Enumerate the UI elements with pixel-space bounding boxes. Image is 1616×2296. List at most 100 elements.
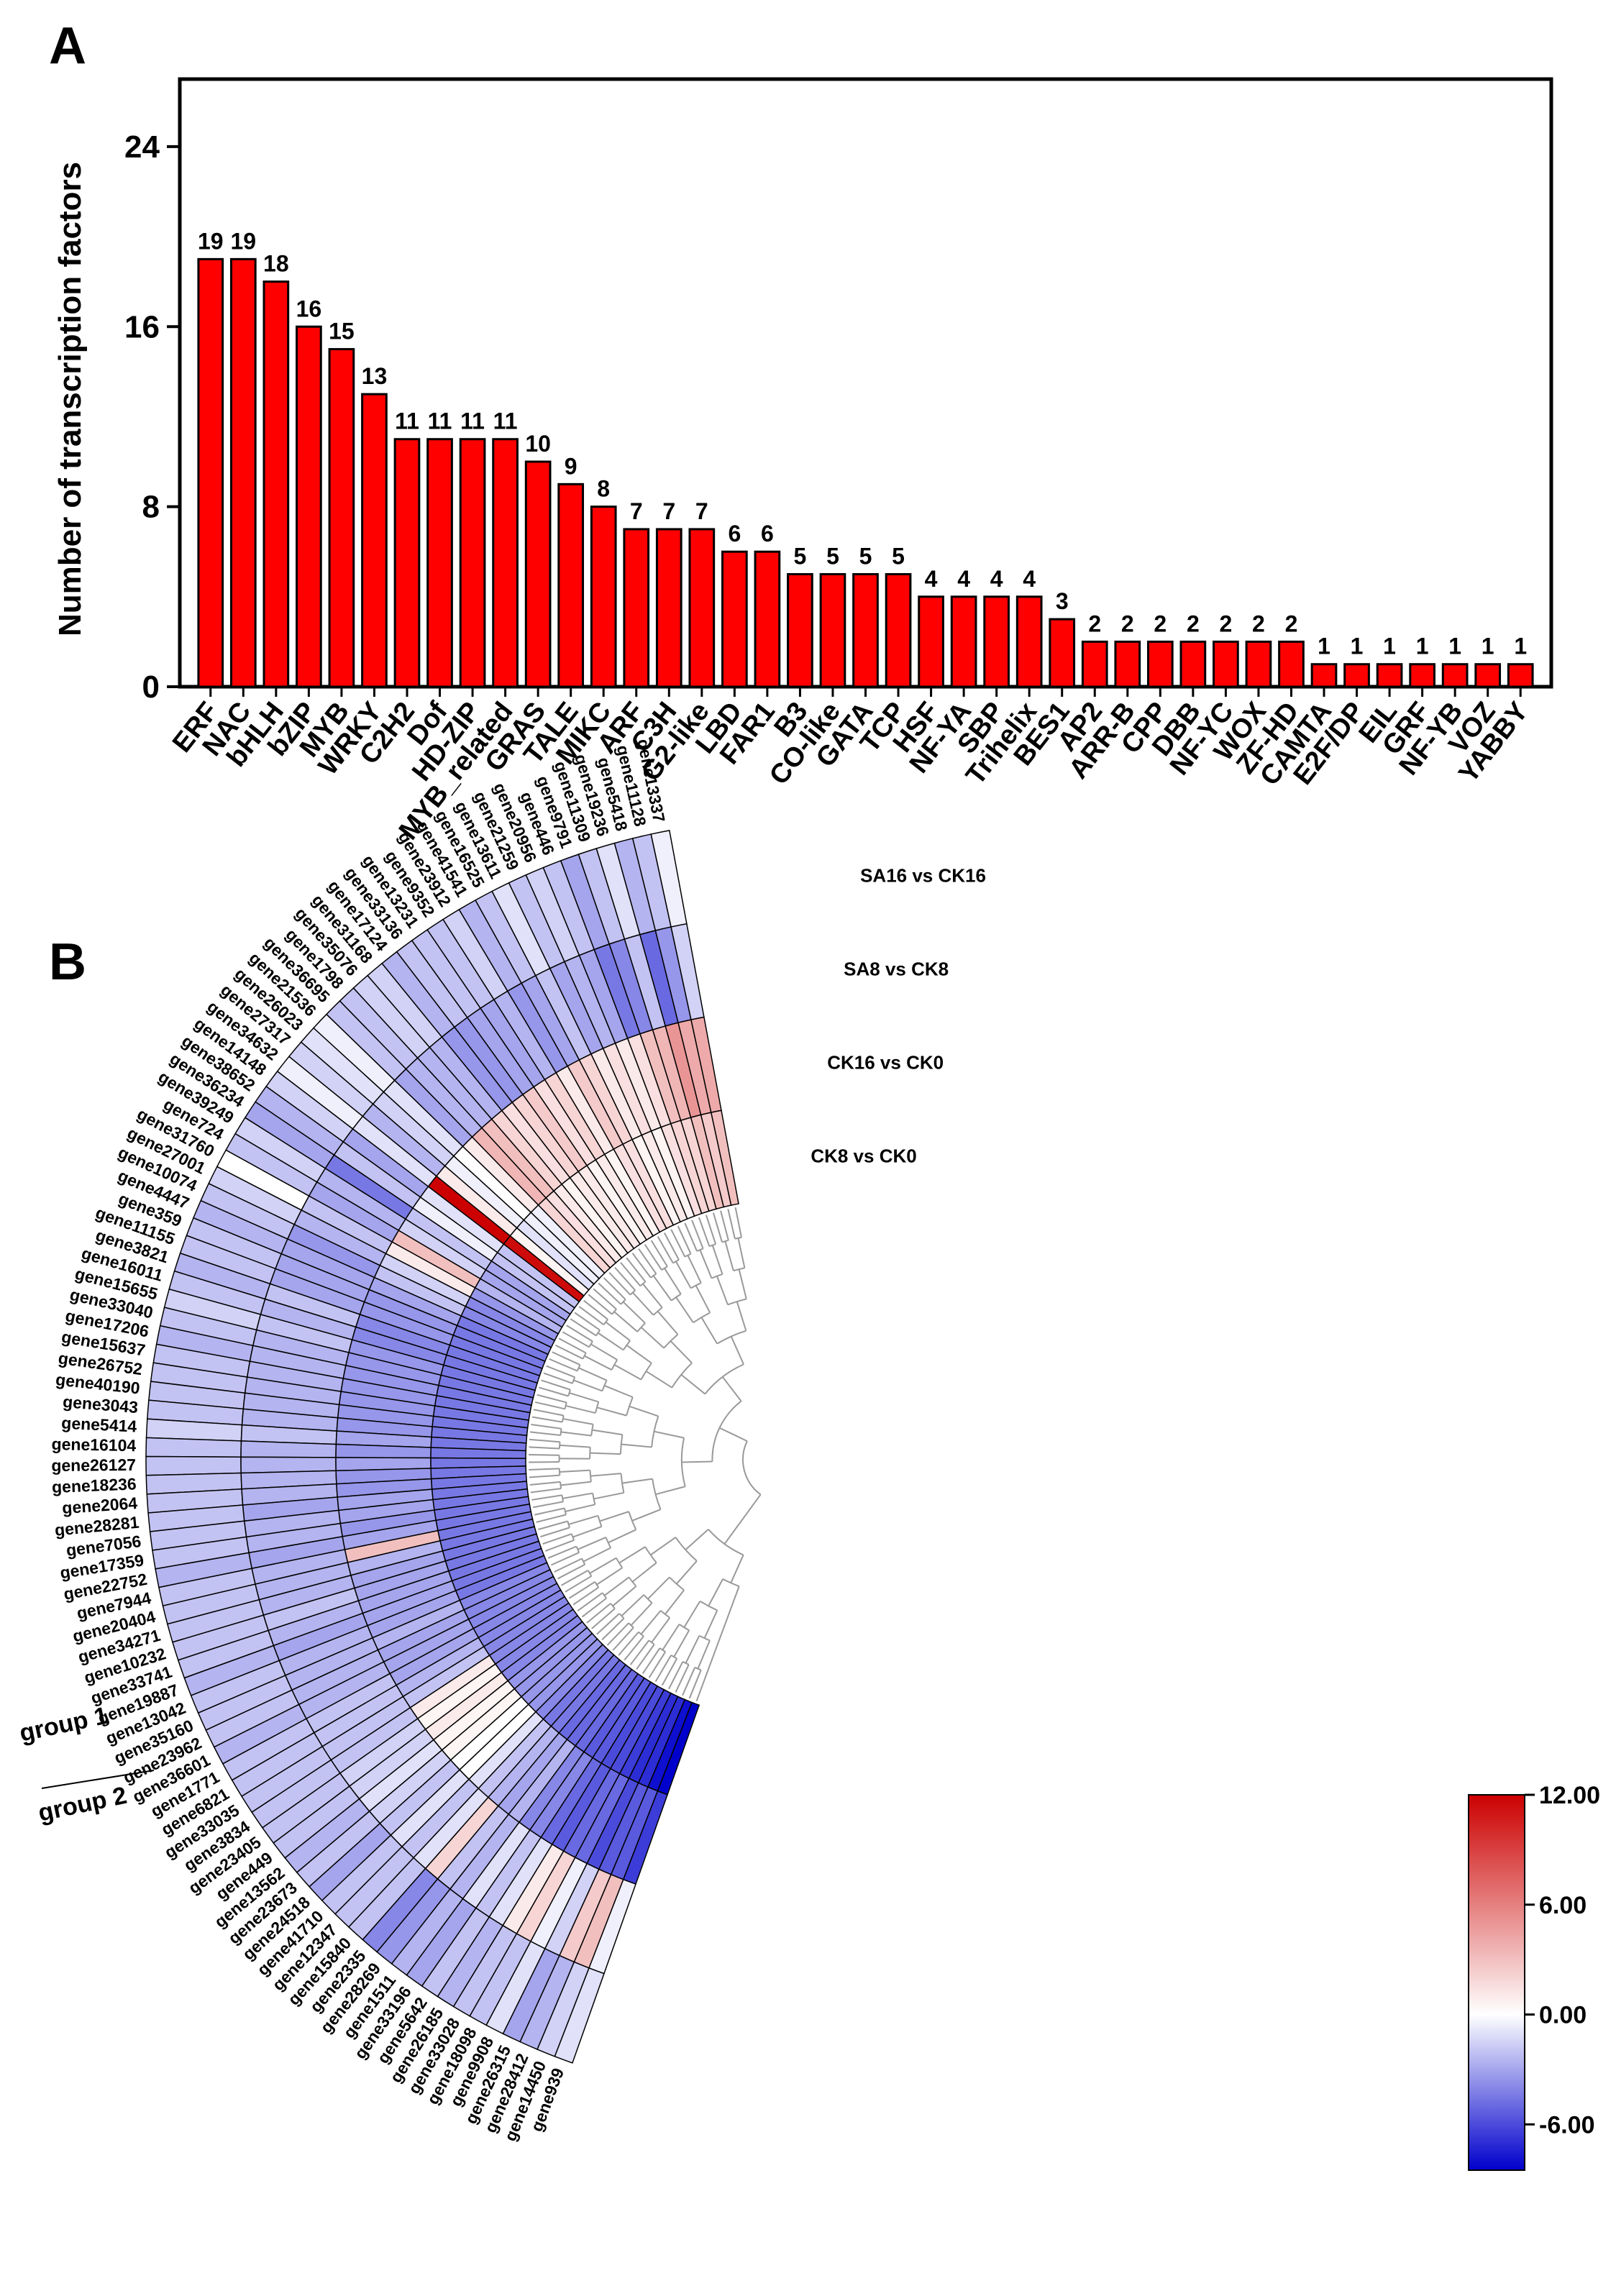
ring-label: SA16 vs CK16	[860, 865, 986, 887]
dendrogram-branch	[565, 1504, 595, 1512]
dendrogram-branch	[708, 1578, 723, 1606]
dendrogram-branch	[597, 1332, 624, 1351]
dendrogram-branch	[621, 1443, 652, 1448]
group-2-label: group 2	[36, 1782, 129, 1827]
bar-data-label: 5	[794, 544, 807, 570]
bar	[1343, 663, 1370, 688]
dendrogram-branch	[613, 1364, 642, 1381]
dendrogram-branch	[697, 1640, 711, 1670]
dendrogram-branch	[675, 1261, 692, 1289]
bar	[1310, 663, 1338, 688]
bar	[328, 348, 355, 688]
bar-data-label: 15	[329, 319, 355, 344]
dendrogram-branch	[703, 1610, 718, 1639]
dendrogram-branch	[537, 1394, 567, 1404]
bar	[1081, 640, 1108, 688]
dendrogram-branch	[554, 1344, 583, 1360]
bar-data-label: 3	[1056, 588, 1069, 614]
dendrogram-branch	[599, 1511, 629, 1522]
bar	[1409, 663, 1435, 688]
dendrogram-branch	[570, 1318, 597, 1337]
dendrogram-branch	[673, 1629, 690, 1657]
dendrogram-branch	[684, 1253, 691, 1258]
y-tick-label: 8	[142, 490, 160, 525]
bar	[426, 438, 453, 688]
dendrogram-branch	[596, 1407, 627, 1417]
dendrogram-branch	[640, 1610, 662, 1635]
dendrogram-branch	[603, 1576, 630, 1596]
gene-label: gene16104	[51, 1435, 136, 1455]
dendrogram-branch	[698, 1217, 711, 1247]
dendrogram-branch	[694, 1666, 702, 1671]
bar	[1507, 663, 1534, 688]
dendrogram-branch	[568, 1514, 598, 1525]
dendrogram-branch	[560, 1481, 562, 1489]
dendrogram-branch	[612, 1627, 634, 1651]
bar	[1376, 663, 1403, 688]
dendrogram-branch	[593, 1491, 624, 1500]
heatmap-cell	[145, 1455, 242, 1476]
dendrogram-branch	[590, 1452, 621, 1455]
dendrogram-branch	[614, 1266, 636, 1291]
dendrogram-branch	[605, 1321, 631, 1342]
dendrogram	[529, 1207, 762, 1702]
dendrogram-branch	[588, 1294, 613, 1315]
bar-data-label: 4	[1023, 566, 1036, 592]
ring-label: CK8 vs CK0	[811, 1145, 916, 1167]
bar-data-label: 6	[761, 521, 774, 546]
bar	[1278, 640, 1305, 688]
bar-data-label: 5	[892, 544, 905, 570]
bar	[885, 573, 912, 688]
dendrogram-branch	[531, 1494, 562, 1501]
dendrogram-branch	[567, 1521, 570, 1528]
dendrogram-branch	[721, 1376, 742, 1402]
dendrogram-branch	[603, 1277, 626, 1300]
dendrogram-branch	[738, 1268, 747, 1299]
dendrogram-branch	[659, 1647, 666, 1652]
dendrogram-branch	[529, 1438, 560, 1443]
dendrogram-branch	[698, 1634, 711, 1642]
dendrogram-branch	[583, 1299, 608, 1320]
dendrogram-branch	[608, 1529, 636, 1544]
dendrogram-branch	[626, 1257, 647, 1283]
dendrogram-branch	[652, 1275, 672, 1302]
dendrogram-branch	[533, 1501, 564, 1509]
dendrogram-branch	[680, 1373, 706, 1395]
dendrogram-branch	[566, 1325, 593, 1343]
dendrogram-branch	[626, 1396, 634, 1416]
bar-data-label: 7	[662, 498, 675, 524]
colorbar-tick-label: 12.00	[1539, 1782, 1600, 1809]
dendrogram-branch	[645, 1371, 672, 1389]
dendrogram-branch	[675, 1296, 694, 1323]
dendrogram-branch	[560, 1481, 591, 1486]
bar-data-label: 1	[1351, 634, 1364, 659]
dendrogram-branch	[677, 1225, 692, 1255]
bar	[1114, 640, 1141, 688]
dendrogram-branch	[657, 1236, 674, 1264]
bar	[1049, 618, 1076, 688]
bar-data-label: 4	[990, 566, 1003, 592]
dendrogram-branch	[663, 1232, 680, 1261]
dendrogram-branch	[742, 1440, 762, 1496]
dendrogram-branch	[722, 1578, 740, 1587]
dendrogram-branch	[581, 1597, 607, 1618]
dendrogram-branch	[565, 1404, 596, 1414]
dendrogram-branch	[595, 1401, 600, 1414]
colorbar-tick-label: 0.00	[1539, 2002, 1587, 2029]
dendrogram-branch	[573, 1379, 603, 1392]
bar-data-label: 13	[362, 363, 388, 389]
bar	[787, 573, 813, 688]
dendrogram-branch	[724, 1240, 734, 1271]
bar	[263, 280, 290, 688]
dendrogram-branch	[668, 1661, 684, 1690]
dendrogram-branch	[565, 1575, 592, 1593]
dendrogram-branch	[569, 1392, 599, 1403]
dendrogram-branch	[557, 1563, 585, 1580]
dendrogram-branch	[618, 1546, 646, 1564]
dendrogram-branch	[529, 1446, 560, 1450]
dendrogram-branch	[648, 1639, 655, 1645]
dendrogram-branch	[685, 1635, 700, 1664]
dendrogram-branch	[691, 1220, 704, 1249]
bar-data-label: 1	[1448, 634, 1461, 659]
dendrogram-branch	[662, 1624, 680, 1651]
